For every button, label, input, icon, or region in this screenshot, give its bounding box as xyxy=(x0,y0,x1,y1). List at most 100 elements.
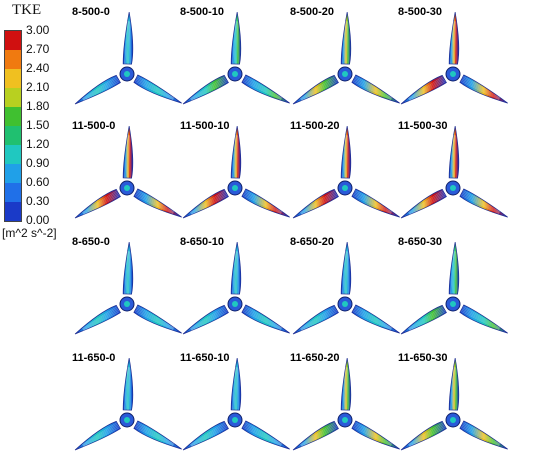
streamline xyxy=(463,422,501,444)
streamline xyxy=(232,367,236,410)
streamline xyxy=(300,191,336,214)
streamline xyxy=(190,424,227,446)
streamline xyxy=(243,193,282,214)
streamline xyxy=(352,80,392,100)
streamline xyxy=(460,80,500,100)
streamline xyxy=(300,308,337,330)
rotor-panel: 11-650-0 xyxy=(72,352,190,464)
rotor-panel: 8-500-20 xyxy=(290,6,408,118)
streamline xyxy=(454,21,456,65)
rotor-blade xyxy=(351,304,400,334)
streamline xyxy=(408,76,444,99)
streamline xyxy=(127,251,130,295)
rotor-hub-center xyxy=(232,417,238,423)
streamline xyxy=(301,81,338,101)
rotor-blade xyxy=(400,188,447,219)
streamline xyxy=(125,251,129,294)
streamline xyxy=(300,193,338,215)
streamline xyxy=(233,251,237,294)
rotor-blade xyxy=(182,420,229,451)
rotor-blade xyxy=(74,74,121,105)
streamline xyxy=(300,190,336,213)
streamline xyxy=(134,194,174,214)
streamline xyxy=(461,309,500,330)
streamline xyxy=(124,251,128,294)
panel-label: 8-650-0 xyxy=(72,236,110,248)
streamline xyxy=(125,21,129,64)
streamline xyxy=(342,135,346,178)
legend-color-segment xyxy=(5,164,21,183)
streamline xyxy=(135,193,174,214)
streamline xyxy=(82,193,120,215)
streamline xyxy=(451,135,455,178)
streamline xyxy=(190,190,226,213)
streamline xyxy=(342,21,346,64)
rotor-panel: 8-500-30 xyxy=(398,6,516,118)
streamline xyxy=(190,423,226,446)
rotor-blade xyxy=(230,241,242,295)
legend-color-segment xyxy=(5,145,21,164)
streamline xyxy=(82,423,118,446)
streamline xyxy=(353,308,392,329)
streamline xyxy=(343,21,347,64)
streamline xyxy=(82,424,119,446)
streamline xyxy=(127,367,130,411)
legend-color-bar xyxy=(4,30,22,222)
streamline xyxy=(244,77,282,99)
panel-label: 8-650-30 xyxy=(398,236,443,248)
rotor-hub-center xyxy=(232,185,238,191)
streamline xyxy=(243,308,282,329)
streamline xyxy=(451,251,455,294)
streamline xyxy=(137,422,175,444)
rotor-hub-center xyxy=(450,301,456,307)
streamline xyxy=(136,191,174,213)
streamline xyxy=(461,425,500,446)
streamline xyxy=(461,192,500,213)
streamline xyxy=(451,367,455,410)
streamline xyxy=(408,190,444,213)
streamline xyxy=(409,311,446,331)
rotor-blade xyxy=(400,304,447,335)
panel-label: 11-650-0 xyxy=(72,352,116,364)
streamline xyxy=(345,367,348,411)
legend-unit: [m^2 s^-2] xyxy=(2,226,57,240)
streamline xyxy=(301,311,338,331)
streamline xyxy=(83,427,120,447)
rotor-blade xyxy=(400,74,447,105)
streamline xyxy=(243,192,282,213)
streamline xyxy=(128,367,130,411)
streamline xyxy=(354,423,392,445)
rotor-blade xyxy=(74,188,121,219)
legend-color-segment xyxy=(5,31,21,50)
streamline xyxy=(243,424,282,445)
rotor-blade xyxy=(133,304,182,334)
rotor-blade xyxy=(133,420,182,450)
streamline xyxy=(191,195,228,215)
rotor-hub-center xyxy=(232,71,238,77)
streamline xyxy=(453,251,456,295)
streamline xyxy=(128,21,130,65)
streamline xyxy=(233,367,237,410)
streamline xyxy=(190,193,228,215)
rotor-hub-center xyxy=(342,301,348,307)
rotor-hub-center xyxy=(450,185,456,191)
streamline xyxy=(300,423,336,446)
streamline xyxy=(136,307,174,329)
legend-tick-label: 1.80 xyxy=(26,99,50,113)
streamline xyxy=(450,367,454,410)
streamline xyxy=(408,425,446,447)
rotor-blade xyxy=(133,188,182,218)
streamline xyxy=(136,423,174,445)
streamline xyxy=(300,77,336,100)
streamline xyxy=(245,76,283,98)
rotor-blade xyxy=(230,11,242,65)
rotor-blade xyxy=(459,188,508,218)
rotor-hub-center xyxy=(232,301,238,307)
streamline xyxy=(191,81,228,101)
panel-label: 11-500-30 xyxy=(398,120,448,132)
streamline xyxy=(461,79,500,100)
legend-tick-label: 1.50 xyxy=(26,118,50,132)
streamline xyxy=(233,21,237,64)
streamline xyxy=(190,307,226,330)
streamline xyxy=(245,306,283,328)
